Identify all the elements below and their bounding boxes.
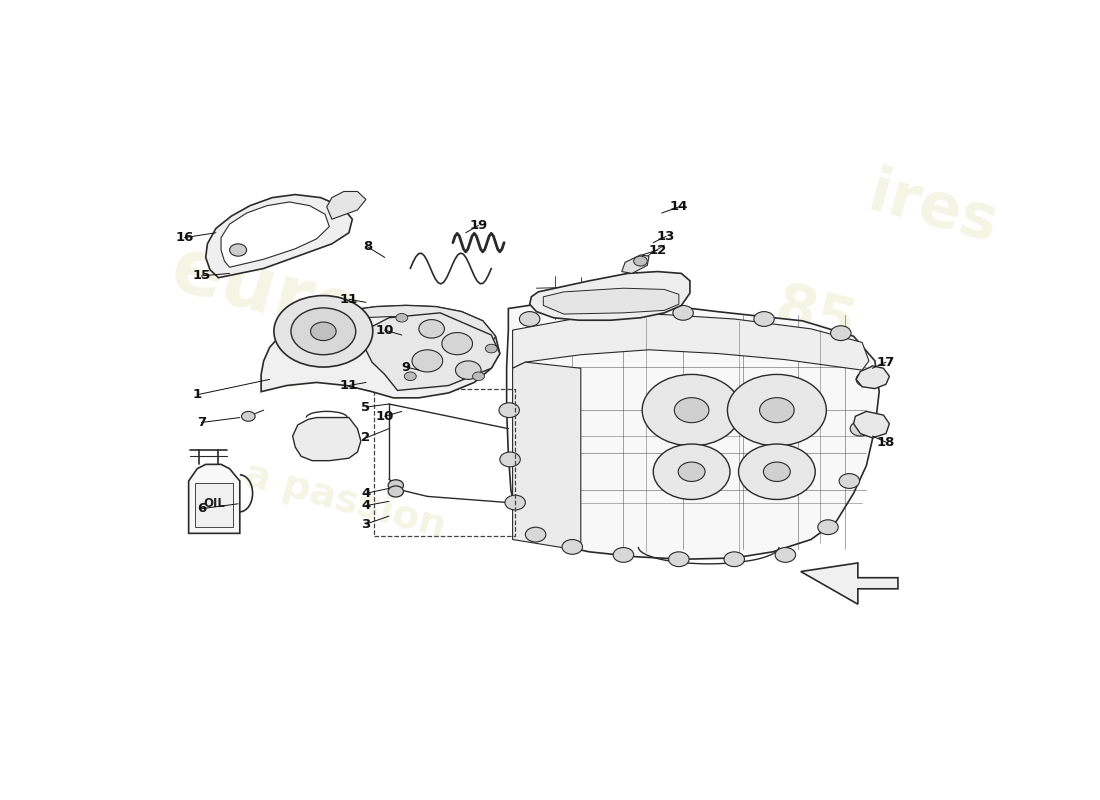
Text: 14: 14 <box>670 200 688 214</box>
Polygon shape <box>327 191 366 219</box>
Text: 1: 1 <box>192 388 201 402</box>
Circle shape <box>674 398 708 422</box>
Circle shape <box>473 372 484 381</box>
Polygon shape <box>621 255 649 274</box>
Circle shape <box>724 552 745 566</box>
Text: 19: 19 <box>470 219 487 232</box>
Circle shape <box>669 552 689 566</box>
Text: 11: 11 <box>340 379 358 392</box>
Circle shape <box>679 462 705 482</box>
Circle shape <box>442 333 473 354</box>
Text: par: par <box>274 314 432 422</box>
Circle shape <box>388 480 404 491</box>
Polygon shape <box>507 293 879 559</box>
Circle shape <box>412 350 442 372</box>
Circle shape <box>292 308 355 354</box>
Circle shape <box>405 372 416 381</box>
Circle shape <box>830 326 851 341</box>
Polygon shape <box>221 202 329 267</box>
Text: 9: 9 <box>402 361 410 374</box>
Text: 4: 4 <box>361 499 371 512</box>
Circle shape <box>727 374 826 446</box>
Circle shape <box>596 303 617 318</box>
Circle shape <box>499 402 519 418</box>
Circle shape <box>419 320 444 338</box>
Circle shape <box>776 547 795 562</box>
Circle shape <box>242 411 255 422</box>
Polygon shape <box>276 306 495 349</box>
Circle shape <box>310 322 337 341</box>
Circle shape <box>388 486 404 497</box>
Text: 2: 2 <box>362 431 371 444</box>
Polygon shape <box>513 313 869 370</box>
Polygon shape <box>261 306 499 398</box>
Text: 10: 10 <box>375 323 394 337</box>
Text: 8: 8 <box>363 241 372 254</box>
Polygon shape <box>513 362 581 550</box>
Circle shape <box>505 495 526 510</box>
Circle shape <box>642 374 741 446</box>
Circle shape <box>613 547 634 562</box>
Circle shape <box>526 527 546 542</box>
Text: 17: 17 <box>877 356 895 369</box>
Bar <box>374 389 515 537</box>
Circle shape <box>499 452 520 467</box>
Text: 7: 7 <box>197 416 206 429</box>
Text: OIL: OIL <box>204 498 226 510</box>
Text: 10: 10 <box>375 410 394 423</box>
Circle shape <box>485 344 497 353</box>
Circle shape <box>850 422 871 436</box>
Text: a passion: a passion <box>240 455 450 546</box>
Circle shape <box>230 244 246 256</box>
Circle shape <box>673 306 693 320</box>
Polygon shape <box>530 271 690 320</box>
Text: 3: 3 <box>361 518 371 530</box>
Circle shape <box>396 314 408 322</box>
Text: 16: 16 <box>175 231 194 244</box>
Polygon shape <box>543 288 679 314</box>
Circle shape <box>562 539 583 554</box>
Circle shape <box>738 444 815 499</box>
Polygon shape <box>189 464 240 534</box>
Polygon shape <box>854 411 890 438</box>
Circle shape <box>856 372 877 386</box>
Text: 13: 13 <box>657 230 675 243</box>
Polygon shape <box>856 366 890 389</box>
Text: 18: 18 <box>877 436 895 449</box>
Polygon shape <box>293 418 361 461</box>
Text: euro: euro <box>163 233 372 354</box>
Circle shape <box>754 312 774 326</box>
Text: 11: 11 <box>340 293 358 306</box>
Text: 5: 5 <box>362 401 371 414</box>
Text: 12: 12 <box>648 243 667 257</box>
Polygon shape <box>801 563 898 604</box>
Circle shape <box>839 474 859 488</box>
Circle shape <box>455 361 481 379</box>
Polygon shape <box>363 313 499 390</box>
Polygon shape <box>196 483 233 527</box>
Circle shape <box>519 312 540 326</box>
Circle shape <box>760 398 794 422</box>
Circle shape <box>763 462 790 482</box>
Circle shape <box>634 256 647 266</box>
Text: 85: 85 <box>768 278 861 354</box>
Circle shape <box>653 444 730 499</box>
Text: ires: ires <box>862 164 1005 256</box>
Polygon shape <box>206 194 352 278</box>
Circle shape <box>817 520 838 534</box>
Text: 4: 4 <box>361 487 371 500</box>
Text: 6: 6 <box>197 502 206 515</box>
Text: 15: 15 <box>192 270 210 282</box>
Circle shape <box>274 295 373 367</box>
